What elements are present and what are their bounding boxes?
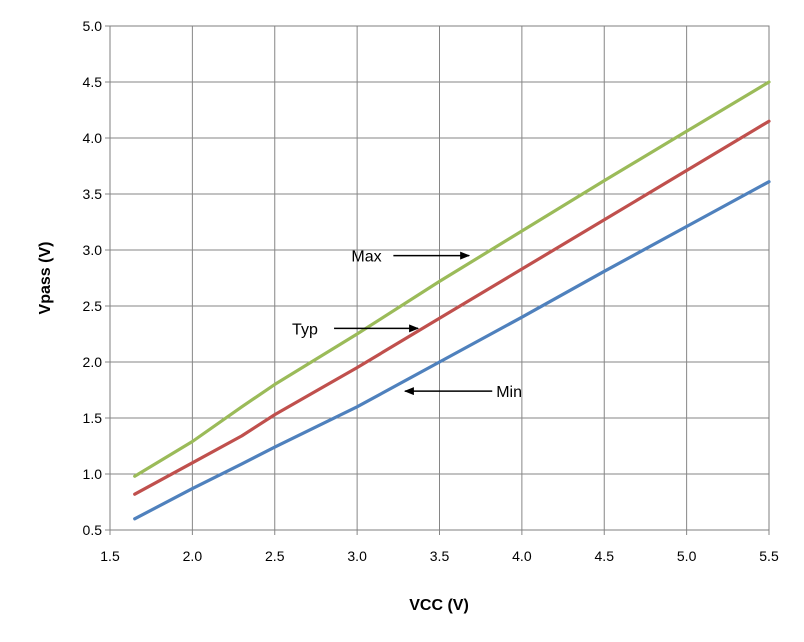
x-tick-label: 4.5: [595, 548, 615, 564]
x-tick-label: 3.0: [347, 548, 367, 564]
series-lines: [133, 80, 771, 521]
series-line-max: [133, 80, 771, 478]
y-tick-label: 1.0: [83, 466, 103, 482]
x-tick-label: 5.5: [759, 548, 779, 564]
x-tick-label: 2.5: [265, 548, 285, 564]
y-tick-label: 5.0: [83, 18, 103, 34]
x-tick-label: 1.5: [100, 548, 120, 564]
y-tick-label: 3.5: [83, 186, 103, 202]
annotation-label-typ: Typ: [292, 321, 318, 338]
y-tick-label: 1.5: [83, 410, 103, 426]
y-axis-label: Vpass (V): [37, 242, 54, 315]
x-tick-label: 4.0: [512, 548, 532, 564]
y-tick-label: 4.0: [83, 130, 103, 146]
y-tick-label: 2.5: [83, 298, 103, 314]
annotation-label-max: Max: [351, 249, 381, 266]
y-tick-label: 0.5: [83, 522, 103, 538]
x-tick-label: 5.0: [677, 548, 697, 564]
annotation-label-min: Min: [496, 384, 522, 401]
series-line-typ: [133, 119, 771, 496]
x-axis-ticks: 1.5 2.0 2.5 3.0 3.5 4.0 4.5 5.0 5.5: [100, 530, 779, 564]
y-tick-label: 2.0: [83, 354, 103, 370]
y-tick-label: 3.0: [83, 242, 103, 258]
y-axis-ticks: 0.5 1.0 1.5 2.0 2.5 3.0 3.5 4.0 4.5 5.0: [83, 18, 110, 538]
y-tick-label: 4.5: [83, 74, 103, 90]
annotations: Max Typ Min: [292, 249, 522, 402]
x-tick-label: 2.0: [183, 548, 203, 564]
x-tick-label: 3.5: [430, 548, 450, 564]
series-line-min: [133, 180, 771, 521]
x-axis-label: VCC (V): [409, 597, 469, 614]
